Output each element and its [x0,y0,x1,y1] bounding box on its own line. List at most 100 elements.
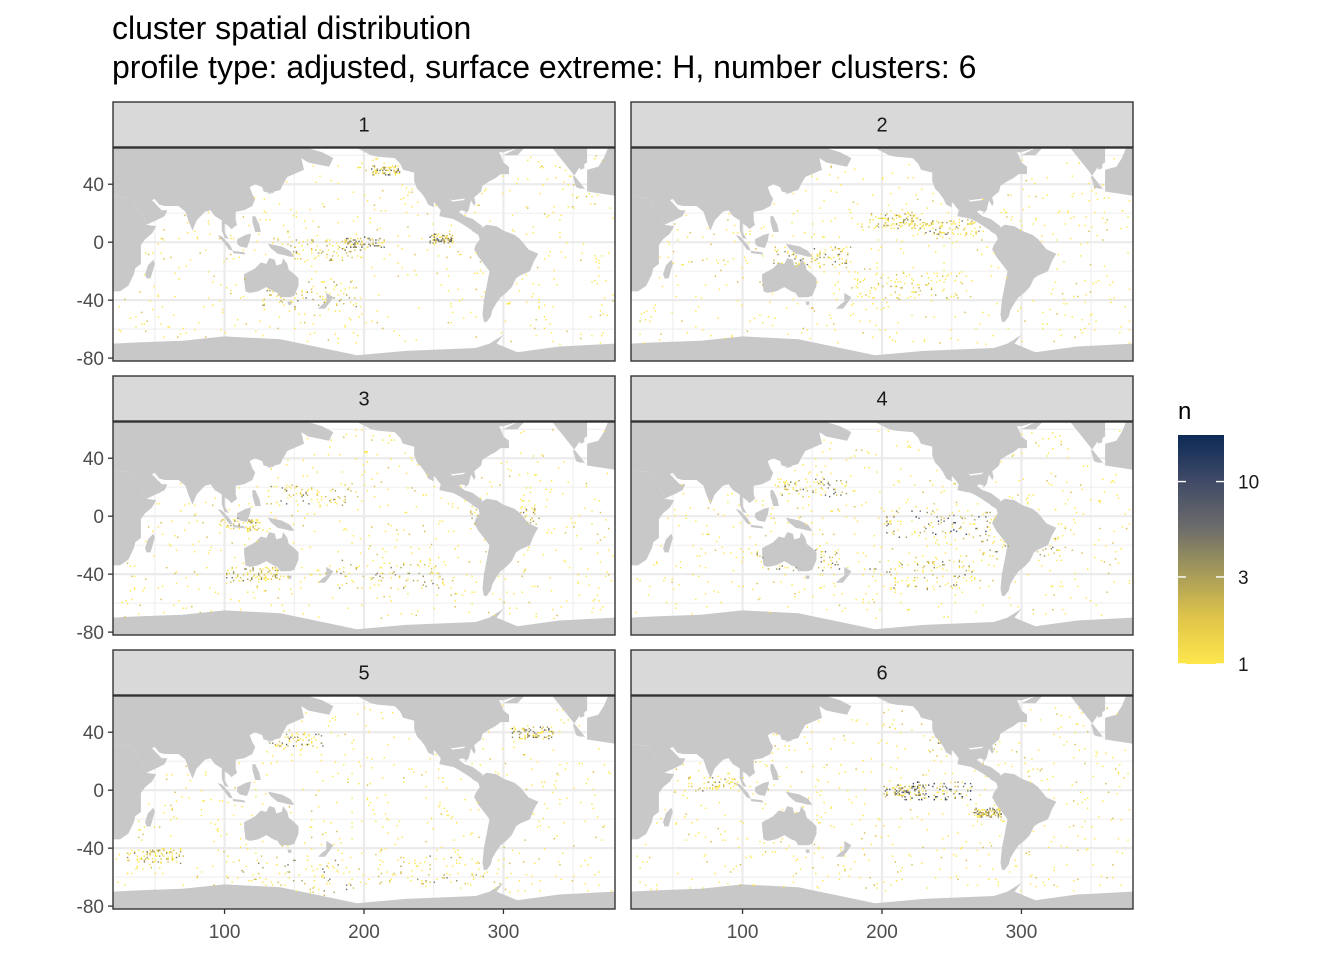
data-tile [928,561,930,563]
data-tile [326,256,328,259]
data-tile [442,234,444,237]
data-tile [787,250,789,253]
data-tile [727,219,729,221]
data-tile [999,835,1001,837]
data-tile [868,226,870,228]
data-tile [351,279,353,282]
data-tile [999,810,1001,812]
data-tile [787,333,789,335]
data-tile [704,284,707,286]
data-tile [1080,255,1082,257]
data-tile [262,881,264,883]
data-tile [316,245,318,247]
data-tile [876,272,878,275]
data-tile [333,843,335,846]
data-tile [390,878,392,881]
data-tile [1078,224,1080,227]
data-tile [366,200,369,202]
data-tile [861,504,863,507]
data-tile [901,787,903,789]
data-tile [671,311,673,314]
data-tile [159,826,161,828]
data-tile [950,877,952,879]
data-tile [928,245,930,247]
data-tile [817,822,820,824]
data-tile [773,581,775,583]
data-tile [311,278,313,280]
data-tile [819,794,821,796]
data-tile [841,491,843,494]
data-tile [322,298,324,301]
data-tile [475,288,477,291]
data-tile [893,530,895,533]
data-tile [421,882,423,885]
data-tile [870,758,873,760]
data-tile [1056,549,1058,551]
data-tile [862,601,864,604]
data-tile [689,887,691,889]
data-tile [398,465,401,467]
data-tile [357,713,359,715]
data-tile [942,813,944,815]
data-tile [251,522,253,524]
panel-border [112,147,616,362]
data-tile [925,790,927,792]
data-tile [975,803,977,805]
data-tile [904,213,906,215]
data-tile [838,236,841,238]
data-tile [192,543,194,546]
data-tile [932,785,934,788]
data-tile [894,584,896,586]
data-tile [921,213,923,215]
data-tile [365,725,367,727]
data-tile [1046,455,1048,457]
data-tile [567,719,569,721]
data-tile [260,578,263,580]
data-tile [429,855,431,857]
data-tile [937,221,940,224]
data-tile [562,709,564,711]
data-tile [950,220,952,222]
data-tile [446,234,448,237]
data-tile [417,865,419,867]
data-tile [443,858,445,860]
data-tile [845,516,848,518]
data-tile [598,587,600,589]
data-tile [930,300,933,302]
data-tile [371,758,373,760]
data-tile [880,507,882,509]
data-tile [577,581,579,583]
data-tile [345,239,348,241]
data-tile [1059,435,1061,437]
data-tile [784,250,786,253]
data-tile [330,501,332,504]
data-tile [717,775,719,778]
data-tile [1081,319,1083,321]
data-tile [752,588,754,591]
data-tile [932,574,934,576]
data-tile [882,725,884,727]
data-tile [950,295,952,298]
data-tile [556,284,558,286]
data-tile [901,867,903,869]
data-tile [996,303,998,305]
data-tile [393,169,395,172]
data-tile [889,788,891,791]
data-tile [400,198,402,201]
data-tile [534,510,536,512]
data-tile [703,777,705,779]
data-tile [848,271,850,273]
data-tile [294,327,296,330]
data-tile [792,213,795,215]
data-tile [313,513,316,515]
data-tile [280,500,282,502]
data-tile [749,855,751,857]
data-tile [319,249,321,251]
data-tile [546,726,549,728]
data-tile [1103,211,1106,214]
data-tile [230,237,232,240]
data-tile [272,568,274,570]
data-tile [383,258,385,260]
data-tile [591,611,593,614]
data-tile [306,437,309,440]
